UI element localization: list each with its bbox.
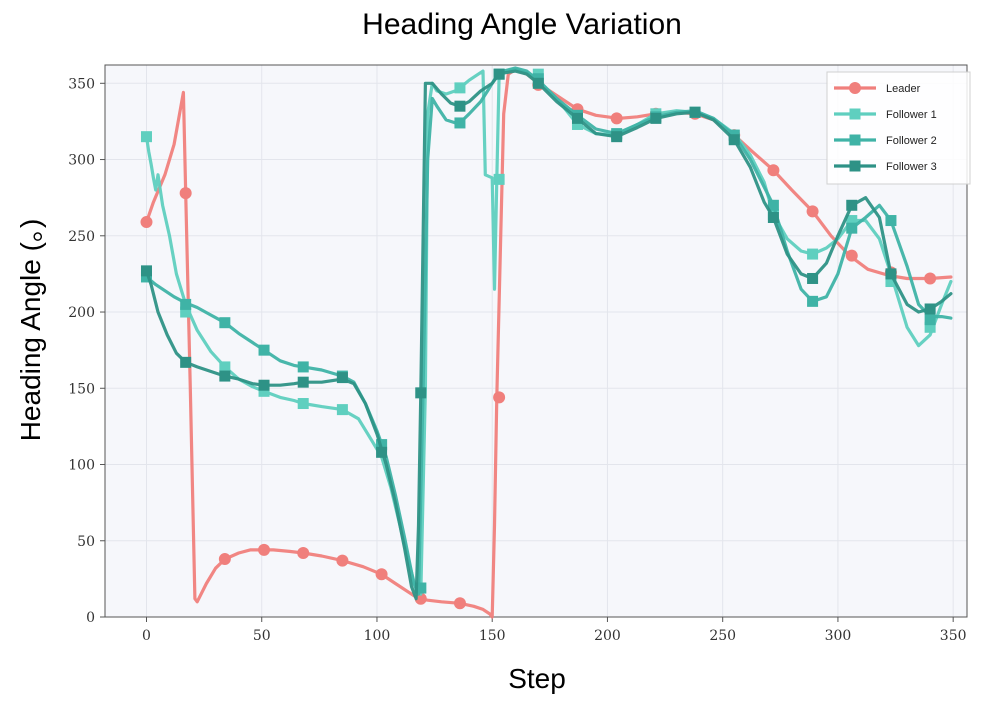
data-point [258, 344, 270, 356]
data-point [218, 553, 231, 566]
data-point [885, 268, 897, 280]
x-tick-label: 250 [709, 628, 736, 644]
data-point [180, 298, 192, 310]
legend-swatch-marker [849, 160, 861, 172]
data-point [219, 361, 231, 373]
data-point [846, 215, 858, 227]
x-tick-label: 200 [594, 628, 621, 644]
data-point [415, 582, 427, 594]
data-point [767, 199, 779, 211]
data-point [454, 82, 466, 94]
series-group [140, 66, 953, 619]
legend-swatch-marker [849, 82, 861, 94]
data-point [336, 404, 348, 416]
y-tick-label: 0 [86, 610, 95, 626]
legend-label: Leader [886, 83, 921, 95]
data-point [179, 187, 192, 200]
y-tick-label: 300 [68, 153, 95, 169]
data-point [689, 106, 701, 118]
x-tick-label: 100 [364, 628, 391, 644]
data-point [846, 222, 858, 234]
data-point [297, 398, 309, 410]
data-point [611, 131, 623, 143]
data-point [650, 112, 662, 124]
axis-ticks: 0 50 100 150 200 250 300 350 0 50 100 150 200 250 300 3… [68, 76, 966, 644]
data-point [219, 317, 231, 329]
data-point [924, 303, 936, 315]
data-point [532, 77, 544, 89]
data-point [885, 215, 897, 227]
x-axis-label: Step [508, 663, 566, 694]
data-point [885, 276, 897, 288]
data-point [415, 387, 427, 399]
data-point [807, 272, 819, 284]
chart-title: Heading Angle Variation [362, 8, 682, 41]
data-point [454, 100, 466, 112]
data-point [140, 265, 152, 277]
data-point [610, 112, 623, 125]
data-point [180, 306, 192, 318]
data-point [297, 361, 309, 373]
data-point [728, 134, 740, 146]
data-point [493, 391, 506, 404]
data-point [336, 554, 349, 567]
x-tick-label: 300 [825, 628, 852, 644]
data-point [376, 446, 388, 458]
data-point [336, 372, 348, 384]
y-tick-label: 100 [68, 458, 95, 474]
legend-swatch-marker [849, 134, 861, 146]
data-point [297, 546, 310, 559]
legend-label: Follower 2 [886, 135, 937, 147]
legend-item-leader: Leader [834, 82, 921, 95]
data-point [846, 199, 858, 211]
data-point [453, 597, 466, 610]
data-point [375, 568, 388, 581]
legend-swatch-marker [849, 108, 861, 120]
data-point [140, 271, 152, 283]
y-tick-label: 50 [77, 534, 95, 550]
plot-frame [104, 64, 968, 618]
x-tick-label: 0 [142, 628, 151, 644]
data-point [493, 68, 505, 80]
legend: Leader Follower 1 Follower 2 Follower 3 [826, 71, 971, 185]
x-tick-label: 150 [479, 628, 506, 644]
data-point [258, 385, 270, 397]
data-point [807, 295, 819, 307]
data-point [767, 211, 779, 223]
data-point [297, 376, 309, 388]
data-point [258, 543, 271, 556]
data-point [219, 370, 231, 382]
data-point [180, 356, 192, 368]
x-tick-label: 350 [940, 628, 967, 644]
data-point [806, 205, 819, 218]
legend-item-follower-1: Follower 1 [834, 108, 937, 121]
data-point [924, 321, 936, 333]
data-point [493, 173, 505, 185]
y-axis-label: Heading Angle (。) [15, 219, 46, 442]
data-point [807, 248, 819, 260]
data-point [845, 249, 858, 262]
y-tick-label: 250 [68, 229, 95, 245]
data-point [140, 216, 153, 229]
x-tick-label: 50 [253, 628, 271, 644]
y-tick-label: 350 [68, 76, 95, 92]
data-point [924, 272, 937, 285]
legend-item-follower-3: Follower 3 [834, 160, 937, 173]
legend-label: Follower 1 [886, 109, 937, 121]
data-point [924, 314, 936, 326]
series-follower-3 [140, 68, 953, 601]
data-point [454, 117, 466, 129]
data-point [258, 379, 270, 391]
data-point [140, 131, 152, 143]
data-point [571, 112, 583, 124]
legend-item-follower-2: Follower 2 [834, 134, 937, 147]
series-line-leader [144, 68, 953, 619]
data-point [571, 118, 583, 130]
legend-label: Follower 3 [886, 161, 937, 173]
data-point [767, 164, 780, 177]
y-tick-label: 150 [68, 381, 95, 397]
y-tick-label: 200 [68, 305, 95, 321]
